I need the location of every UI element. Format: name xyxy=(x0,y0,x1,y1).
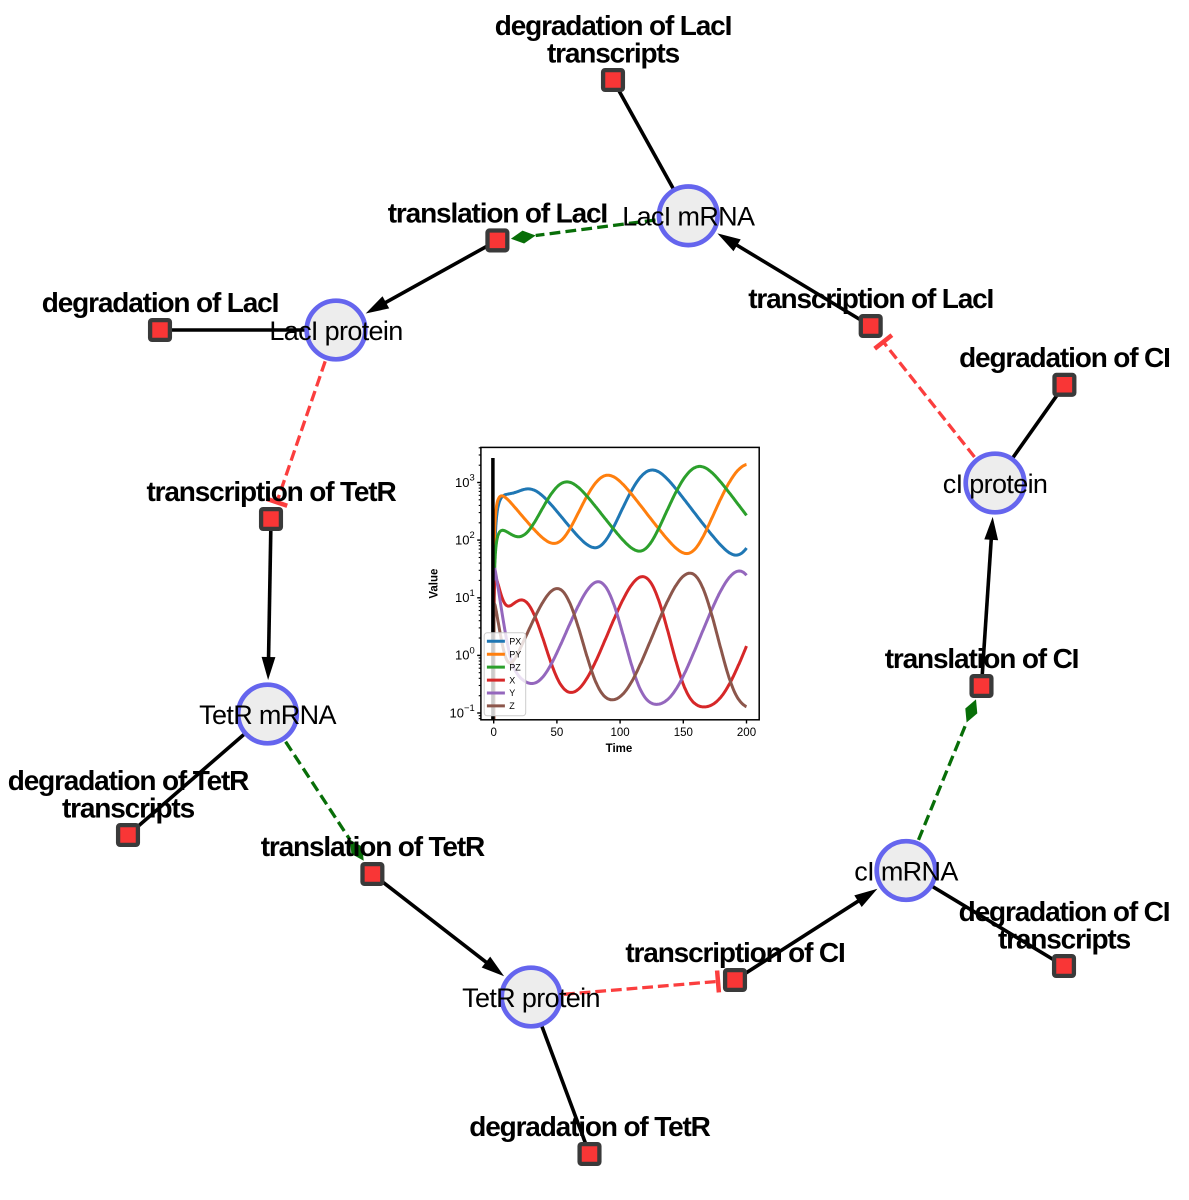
svg-text:translation of CI: translation of CI xyxy=(885,643,1079,674)
svg-text:transcripts: transcripts xyxy=(547,38,680,69)
svg-text:degradation of TetR: degradation of TetR xyxy=(469,1111,710,1142)
svg-text:TetR mRNA: TetR mRNA xyxy=(199,700,336,730)
svg-text:X: X xyxy=(509,675,515,685)
svg-text:50: 50 xyxy=(551,727,564,739)
svg-text:LacI protein: LacI protein xyxy=(269,316,402,346)
svg-text:Z: Z xyxy=(509,701,515,711)
svg-text:transcription of LacI: transcription of LacI xyxy=(748,283,993,314)
svg-text:translation of LacI: translation of LacI xyxy=(388,197,607,228)
svg-text:Y: Y xyxy=(509,688,515,698)
svg-text:150: 150 xyxy=(674,727,693,739)
svg-text:degradation of CI: degradation of CI xyxy=(959,342,1170,373)
svg-text:200: 200 xyxy=(737,727,756,739)
svg-text:cI mRNA: cI mRNA xyxy=(854,856,958,886)
svg-text:transcripts: transcripts xyxy=(62,793,195,824)
svg-text:LacI mRNA: LacI mRNA xyxy=(622,202,755,232)
svg-text:PY: PY xyxy=(509,649,521,659)
svg-text:TetR protein: TetR protein xyxy=(462,983,600,1013)
svg-text:PX: PX xyxy=(509,637,521,647)
svg-text:cI protein: cI protein xyxy=(943,469,1048,499)
svg-text:transcripts: transcripts xyxy=(998,924,1131,955)
svg-text:degradation of LacI: degradation of LacI xyxy=(42,287,278,318)
svg-text:degradation of CI: degradation of CI xyxy=(959,896,1170,927)
svg-text:transcription of TetR: transcription of TetR xyxy=(146,476,396,507)
svg-text:Value: Value xyxy=(429,569,441,599)
svg-text:0: 0 xyxy=(490,727,496,739)
svg-text:100: 100 xyxy=(611,727,630,739)
svg-text:Time: Time xyxy=(606,743,633,755)
svg-text:degradation of LacI: degradation of LacI xyxy=(495,10,731,41)
svg-text:translation of TetR: translation of TetR xyxy=(261,831,485,862)
svg-text:PZ: PZ xyxy=(509,662,521,672)
svg-text:degradation of TetR: degradation of TetR xyxy=(8,765,249,796)
svg-text:transcription of CI: transcription of CI xyxy=(625,937,844,968)
